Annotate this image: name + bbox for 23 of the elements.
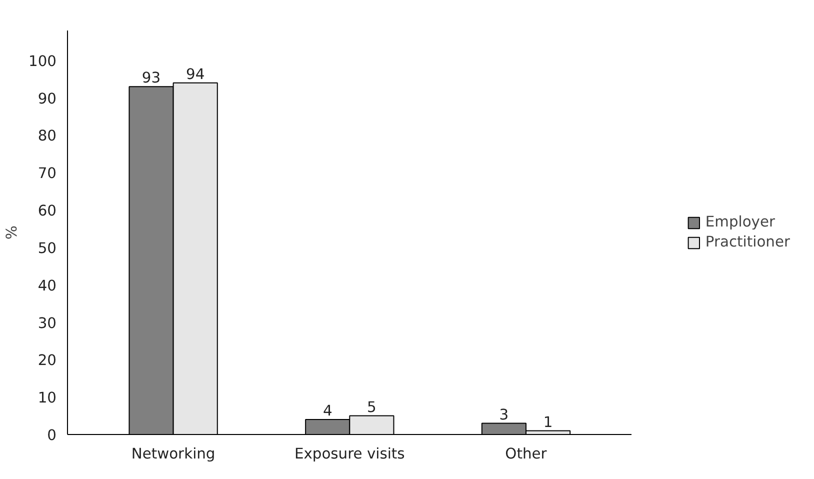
y-tick-label: 90 [38,90,57,108]
legend-label: Practitioner [705,234,790,250]
data-label: 1 [543,414,553,431]
y-tick-label: 80 [38,128,57,145]
y-tick-label: 100 [28,52,57,70]
data-label: 93 [142,70,161,87]
y-axis-title: % [4,225,21,240]
data-label: 94 [186,66,205,83]
y-tick-label: 60 [38,202,57,220]
y-tick-label: 10 [38,390,57,407]
legend-label: Employer [705,214,776,230]
y-tick-label: 0 [47,427,57,444]
x-tick-label: Networking [131,446,216,462]
x-tick-label: Exposure visits [294,446,405,462]
y-tick-label: 30 [38,314,57,332]
data-label: 3 [499,406,509,424]
y-tick-label: 40 [38,277,57,294]
data-label: 5 [367,398,376,416]
y-tick-label: 20 [38,352,57,370]
y-tick-label: 50 [38,240,57,257]
y-tick-label: 70 [38,165,57,182]
x-tick-label: Other [505,446,548,462]
data-label: 4 [322,402,332,420]
